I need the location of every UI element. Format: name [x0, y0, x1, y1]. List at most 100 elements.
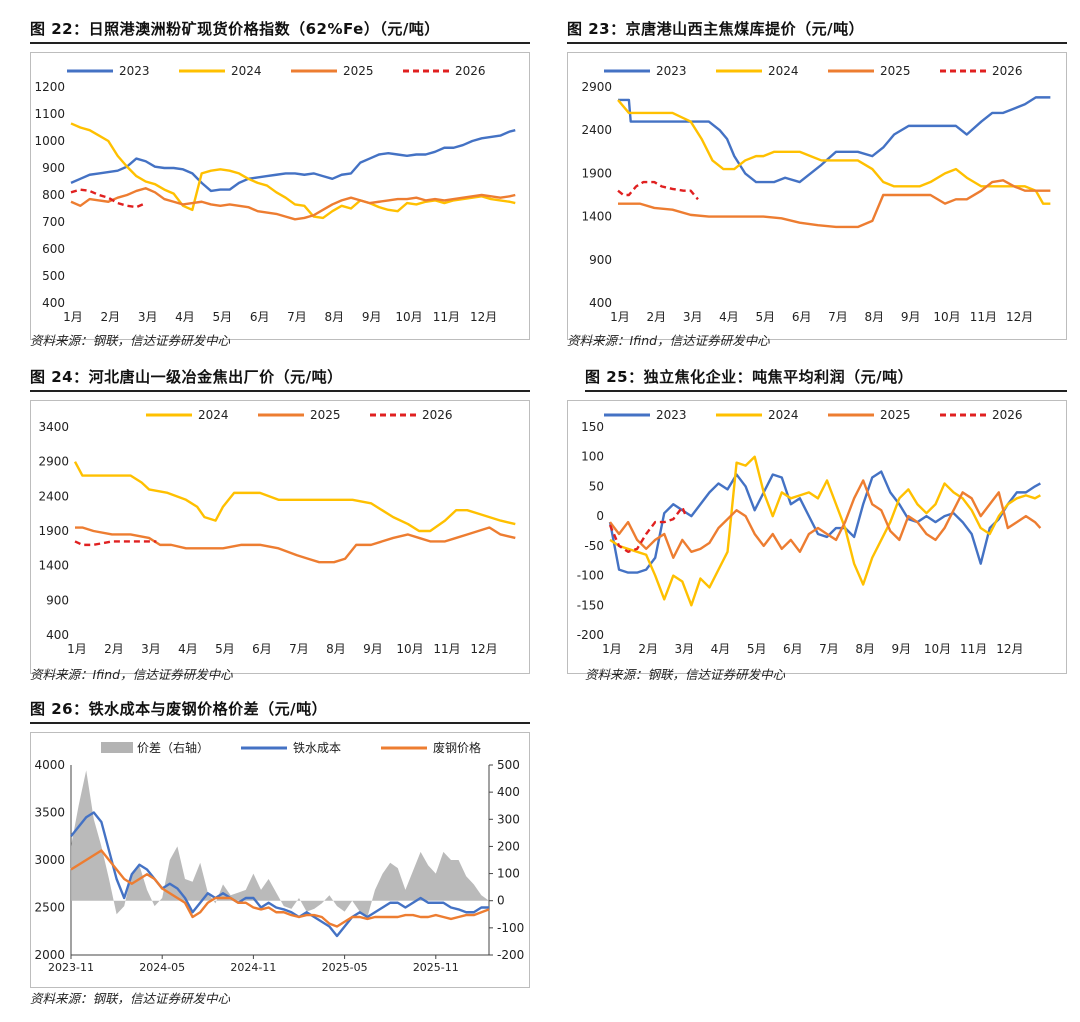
x-tick-label: 10月	[933, 310, 960, 324]
x-tick-label: 4月	[178, 642, 198, 656]
x-tick-label: 11月	[433, 642, 460, 656]
y-tick-label: 1900	[581, 166, 612, 180]
y-tick-label: 400	[589, 296, 612, 310]
chart-panel-fig25: 图 25：独立焦化企业：吨焦平均利润（元/吨） -200 -150 -100 -50 0…	[567, 366, 1067, 686]
series-line-铁水成本	[70, 811, 489, 938]
chart-panel-fig22: 图 22：日照港澳洲粉矿现货价格指数（62%Fe）（元/吨） 400 500 600…	[30, 18, 530, 354]
x-tick-label: 10月	[395, 310, 422, 324]
x-tick-label: 2月	[101, 310, 121, 324]
source-note: 资料来源：钢联，信达证券研发中心	[30, 333, 231, 348]
x-tick-label: 7月	[819, 642, 839, 656]
x-tick-label: 12月	[996, 642, 1023, 656]
title-rule	[30, 42, 530, 44]
y2-tick-label: -200	[497, 948, 524, 962]
x-tick-label: 7月	[287, 310, 307, 324]
y-tick-label: 1900	[38, 524, 69, 538]
y-tick-label: 1400	[581, 210, 612, 224]
y-tick-label: 3500	[34, 806, 65, 820]
x-tick-label: 8月	[865, 310, 885, 324]
legend-label: 2023	[656, 64, 687, 78]
source-note: 资料来源：Ifind，信达证券研发中心	[30, 667, 233, 682]
x-tick-label: 2024-11	[230, 961, 276, 974]
legend-label: 2025	[880, 64, 911, 78]
x-tick-label: 6月	[250, 310, 270, 324]
y-tick-label: 400	[42, 296, 65, 310]
legend-label: 2026	[992, 408, 1023, 422]
x-tick-label: 9月	[901, 310, 921, 324]
y-tick-label: 2400	[38, 489, 69, 503]
legend-label: 2025	[343, 64, 374, 78]
chart-frame: 400 900 1400 1900 2400 2900 3400 1月 2月 3月 4月 5月 6月 7月…	[30, 400, 530, 674]
series-line-2026	[608, 506, 688, 553]
chart-frame: 400 900 1400 1900 2400 2900 1月 2月 3月 4月 5月 6月 7月 8月 9月…	[567, 52, 1067, 340]
y-tick-label: -100	[577, 569, 604, 583]
legend-label: 2026	[992, 64, 1023, 78]
legend-label: 2026	[422, 408, 453, 422]
y-tick-label: 1400	[38, 559, 69, 573]
y2-tick-label: 400	[497, 785, 520, 799]
y-tick-label: 2400	[581, 123, 612, 137]
x-tick-label: 2023-11	[48, 961, 94, 974]
chart-panel-fig24: 图 24：河北唐山一级冶金焦出厂价（元/吨） 400 900 1400 1900 240…	[30, 366, 530, 686]
series-line-2025	[618, 179, 1051, 229]
x-tick-label: 9月	[362, 310, 382, 324]
y-tick-label: 900	[46, 593, 69, 607]
y-tick-label: -200	[577, 628, 604, 642]
x-tick-label: 3月	[683, 310, 703, 324]
legend-label: 2024	[198, 408, 229, 422]
source-note: 资料来源：钢联，信达证券研发中心	[585, 667, 786, 682]
y-tick-label: 600	[42, 242, 65, 256]
y-tick-label: 3400	[38, 420, 69, 434]
series-line-废钢价格	[70, 849, 490, 928]
x-tick-label: 2月	[104, 642, 124, 656]
y2-tick-label: 500	[497, 758, 520, 772]
x-tick-label: 8月	[326, 642, 346, 656]
y-tick-label: 0	[596, 509, 604, 523]
x-tick-label: 10月	[396, 642, 423, 656]
x-tick-label: 5月	[215, 642, 235, 656]
x-tick-label: 6月	[792, 310, 812, 324]
y2-tick-label: 300	[497, 812, 520, 826]
legend-label: 2026	[455, 64, 486, 78]
chart-frame: 2000 2500 3000 3500 4000 -200 -100 0 100 200 300 40…	[30, 732, 530, 988]
legend-label: 2023	[119, 64, 150, 78]
legend-swatch	[101, 742, 133, 753]
y-tick-label: 400	[46, 628, 69, 642]
y-tick-label: 2900	[581, 80, 612, 94]
series-line-2023	[70, 129, 516, 193]
x-tick-label: 2月	[647, 310, 667, 324]
y-tick-label: -150	[577, 598, 604, 612]
x-tick-label: 9月	[892, 642, 912, 656]
series-line-2024	[73, 461, 516, 533]
x-tick-label: 8月	[325, 310, 345, 324]
x-tick-label: 11月	[960, 642, 987, 656]
legend-label: 2024	[768, 408, 799, 422]
y-tick-label: 2900	[38, 455, 69, 469]
legend-label: 2024	[231, 64, 262, 78]
x-tick-label: 5月	[756, 310, 776, 324]
y-tick-label: 900	[42, 161, 65, 175]
y-tick-label: 150	[581, 420, 604, 434]
chart-title: 图 24：河北唐山一级冶金焦出厂价（元/吨）	[30, 368, 343, 386]
legend-label: 2023	[656, 408, 687, 422]
x-tick-label: 9月	[363, 642, 383, 656]
x-tick-label: 12月	[470, 310, 497, 324]
legend-label: 价差（右轴）	[137, 740, 209, 755]
x-tick-label: 11月	[970, 310, 997, 324]
chart-frame: 400 500 600 700 800 900 1000 1100 1200 1月 2月 3月 4月 5月…	[30, 52, 530, 340]
y-tick-label: 700	[42, 215, 65, 229]
x-tick-label: 11月	[433, 310, 460, 324]
y-tick-label: 2500	[34, 901, 65, 915]
legend-label: 2025	[880, 408, 911, 422]
y-tick-label: 1200	[34, 80, 65, 94]
source-note: 资料来源：Ifind，信达证券研发中心	[567, 333, 770, 348]
series-area-spread	[71, 770, 489, 917]
title-rule	[585, 390, 1067, 392]
y-tick-label: 50	[589, 479, 604, 493]
series-line-2024	[609, 455, 1041, 607]
x-tick-label: 5月	[213, 310, 233, 324]
x-tick-label: 3月	[675, 642, 695, 656]
y-tick-label: 900	[589, 253, 612, 267]
series-line-2023	[618, 96, 1051, 184]
chart-frame: -200 -150 -100 -50 0 50 100 150 1月 2月 3月 4月 5月 6月 7月 8月…	[567, 400, 1067, 674]
